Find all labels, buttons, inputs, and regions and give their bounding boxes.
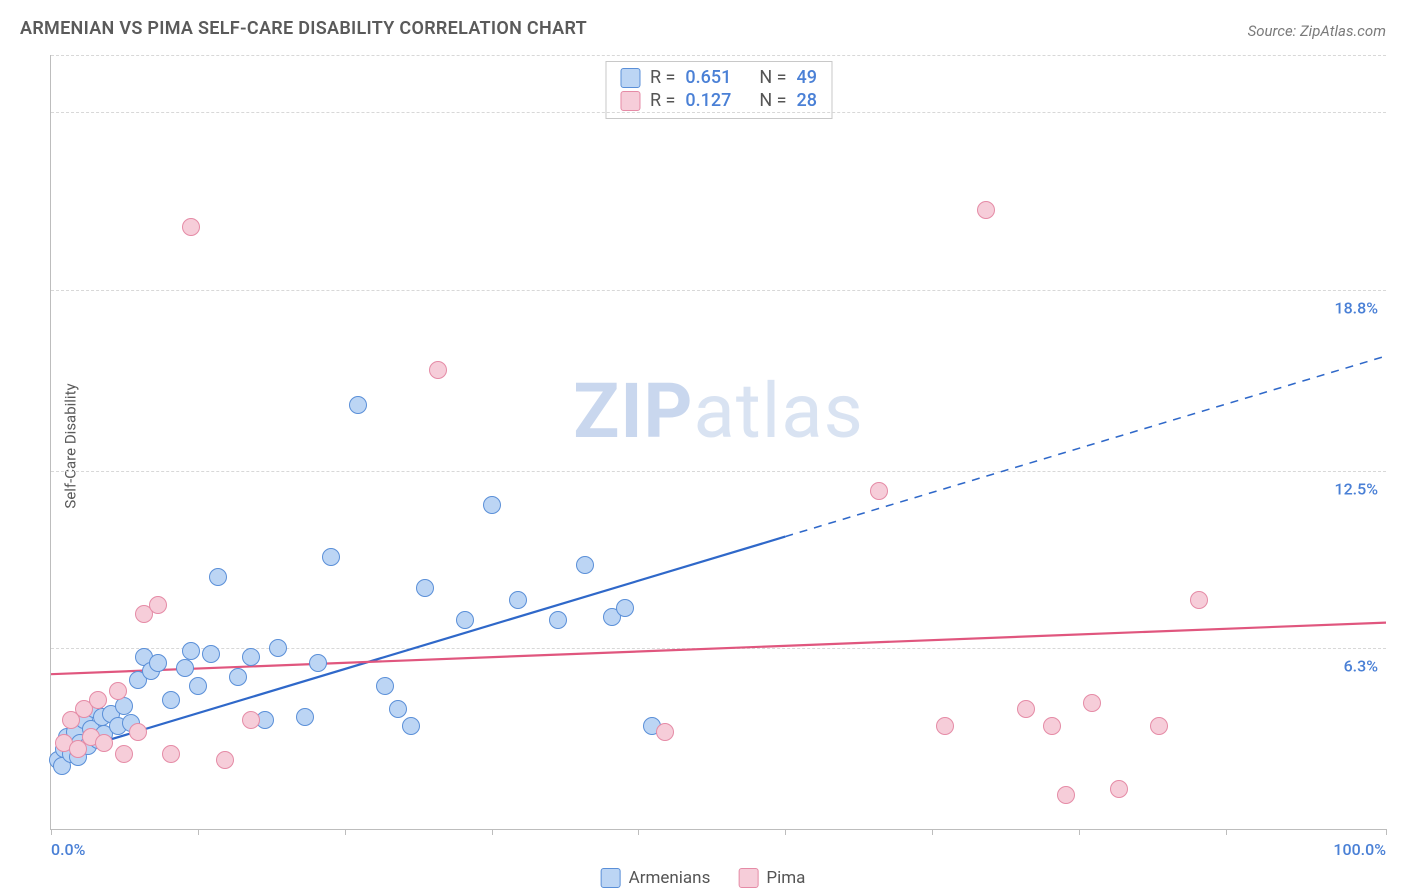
stats-row-pima: R = 0.127 N = 28 [620, 89, 817, 112]
data-point [149, 654, 167, 672]
data-point [162, 691, 180, 709]
x-tick [51, 829, 52, 835]
data-point [229, 668, 247, 686]
gridline [51, 471, 1386, 472]
legend-swatch-armenians [601, 868, 621, 888]
y-tick-label: 6.3% [1344, 657, 1378, 676]
data-point [549, 611, 567, 629]
x-tick [198, 829, 199, 835]
data-point [1017, 700, 1035, 718]
data-point [1150, 717, 1168, 735]
legend-label: Pima [766, 868, 805, 888]
data-point [95, 734, 113, 752]
watermark: ZIPatlas [573, 366, 864, 456]
x-tick [345, 829, 346, 835]
data-point [176, 659, 194, 677]
legend-swatch-pima [738, 868, 758, 888]
data-point [182, 218, 200, 236]
x-tick [1079, 829, 1080, 835]
x-tick [785, 829, 786, 835]
data-point [416, 579, 434, 597]
data-point [209, 568, 227, 586]
source-credit: Source: ZipAtlas.com [1248, 22, 1386, 40]
data-point [429, 361, 447, 379]
data-point [182, 642, 200, 660]
y-tick-label: 12.5% [1334, 479, 1378, 498]
data-point [616, 599, 634, 617]
data-point [1057, 786, 1075, 804]
stats-box: R = 0.651 N = 49 R = 0.127 N = 28 [605, 61, 832, 119]
data-point [109, 682, 127, 700]
data-point [189, 677, 207, 695]
data-point [576, 556, 594, 574]
data-point [115, 745, 133, 763]
gridline [51, 112, 1386, 113]
data-point [349, 396, 367, 414]
swatch-armenians [620, 68, 640, 88]
data-point [656, 723, 674, 741]
data-point [1190, 591, 1208, 609]
chart-container: ARMENIAN VS PIMA SELF-CARE DISABILITY CO… [0, 0, 1406, 892]
x-tick [638, 829, 639, 835]
y-tick-label: 18.8% [1334, 299, 1378, 318]
stats-row-armenians: R = 0.651 N = 49 [620, 66, 817, 89]
x-tick [932, 829, 933, 835]
legend: Armenians Pima [601, 868, 806, 888]
data-point [149, 596, 167, 614]
swatch-pima [620, 91, 640, 111]
legend-item-pima: Pima [738, 868, 805, 888]
legend-label: Armenians [629, 868, 711, 888]
data-point [309, 654, 327, 672]
data-point [376, 677, 394, 695]
data-point [269, 639, 287, 657]
data-point [870, 482, 888, 500]
data-point [1043, 717, 1061, 735]
gridline [51, 290, 1386, 291]
data-point [402, 717, 420, 735]
data-point [202, 645, 220, 663]
data-point [936, 717, 954, 735]
chart-title: ARMENIAN VS PIMA SELF-CARE DISABILITY CO… [20, 18, 587, 39]
data-point [129, 723, 147, 741]
data-point [242, 711, 260, 729]
data-point [389, 700, 407, 718]
data-point [509, 591, 527, 609]
data-point [322, 548, 340, 566]
data-point [456, 611, 474, 629]
gridline [51, 55, 1386, 56]
data-point [1110, 780, 1128, 798]
data-point [296, 708, 314, 726]
scatter-plot-area: ZIPatlas R = 0.651 N = 49 R = 0.127 N = … [50, 55, 1386, 830]
x-tick [492, 829, 493, 835]
x-tick-label: 0.0% [51, 840, 85, 859]
data-point [1083, 694, 1101, 712]
data-point [977, 201, 995, 219]
x-tick [1386, 829, 1387, 835]
x-tick [1226, 829, 1227, 835]
data-point [483, 496, 501, 514]
data-point [89, 691, 107, 709]
data-point [242, 648, 260, 666]
data-point [162, 745, 180, 763]
x-tick-label: 100.0% [1333, 840, 1386, 859]
data-point [216, 751, 234, 769]
legend-item-armenians: Armenians [601, 868, 711, 888]
